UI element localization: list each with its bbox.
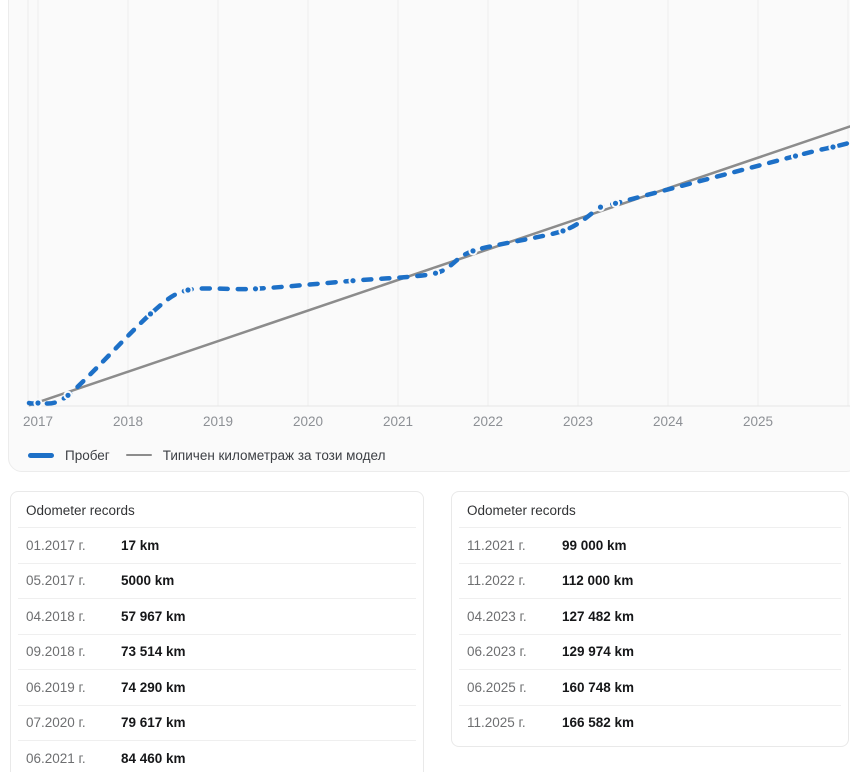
- record-date: 06.2021 г.: [26, 750, 86, 766]
- records-list: 01.2017 г. 17 km 05.2017 г. 5000 km 04.2018 …: [18, 527, 416, 772]
- x-tick-label: 2017: [22, 414, 54, 429]
- record-value: 84 460 km: [121, 750, 186, 766]
- x-tick-label: 2020: [292, 414, 324, 429]
- odometer-record-row: 01.2017 г. 17 km: [18, 527, 416, 563]
- record-date: 06.2023 г.: [467, 644, 527, 660]
- record-date: 11.2025 г.: [467, 715, 526, 731]
- record-value: 57 967 km: [121, 608, 186, 624]
- data-point-marker[interactable]: [595, 202, 606, 212]
- legend-item[interactable]: Типичен километраж за този модел: [125, 447, 386, 463]
- x-tick-label: 2025: [742, 414, 774, 429]
- data-point-marker[interactable]: [468, 246, 478, 256]
- data-point-marker[interactable]: [828, 142, 838, 152]
- record-value: 5000 km: [121, 573, 175, 589]
- record-date: 07.2020 г.: [26, 715, 86, 731]
- record-value: 127 482 km: [562, 608, 635, 624]
- record-date: 01.2017 г.: [26, 537, 86, 553]
- record-value: 74 290 km: [121, 679, 186, 695]
- record-value: 160 748 km: [562, 679, 635, 695]
- odometer-record-row: 07.2020 г. 79 617 km: [18, 704, 416, 741]
- record-date: 06.2025 г.: [467, 679, 527, 695]
- record-value: 112 000 km: [562, 573, 634, 589]
- legend-label: Пробег: [65, 447, 110, 463]
- legend-label: Типичен километраж за този модел: [162, 447, 386, 463]
- data-point-marker[interactable]: [63, 390, 73, 400]
- records-list: 11.2021 г. 99 000 km 11.2022 г. 112 000 km 0…: [459, 527, 841, 740]
- data-point-marker[interactable]: [33, 398, 43, 408]
- record-date: 04.2018 г.: [26, 608, 86, 624]
- odometer-record-row: 04.2018 г. 57 967 km: [18, 598, 416, 634]
- odometer-record-row: 06.2019 г. 74 290 km: [18, 669, 416, 705]
- mileage-line-swatch-icon: [28, 452, 54, 458]
- record-value: 17 km: [121, 537, 160, 553]
- data-point-marker[interactable]: [610, 198, 621, 208]
- data-point-marker[interactable]: [558, 226, 568, 236]
- record-date: 11.2021 г.: [467, 537, 526, 553]
- x-tick-label: 2019: [202, 414, 234, 429]
- record-value: 166 582 km: [562, 715, 635, 731]
- typical-mileage-line: [28, 125, 850, 407]
- record-value: 129 974 km: [562, 644, 635, 660]
- data-point-marker[interactable]: [183, 285, 193, 295]
- odometer-records-card-1: Odometer records 01.2017 г. 17 km 05.2017 …: [10, 491, 424, 772]
- x-tick-label: 2024: [652, 414, 684, 429]
- odometer-record-row: 11.2025 г. 166 582 km: [459, 704, 841, 741]
- record-value: 79 617 km: [121, 715, 186, 731]
- data-point-marker[interactable]: [250, 284, 261, 294]
- record-value: 73 514 km: [121, 644, 186, 660]
- data-point-marker[interactable]: [430, 268, 441, 278]
- card-title: Odometer records: [467, 503, 576, 518]
- mileage-line-chart[interactable]: [0, 0, 850, 472]
- record-date: 09.2018 г.: [26, 644, 86, 660]
- odometer-record-row: 05.2017 г. 5000 km: [18, 562, 416, 599]
- x-axis: 2017 2018 2019 2020 2021 2022 2023 2024 2025: [0, 414, 850, 432]
- odometer-record-row: 09.2018 г. 73 514 km: [18, 633, 416, 670]
- odometer-records-card-2: Odometer records 11.2021 г. 99 000 km 11.2…: [451, 491, 849, 747]
- mileage-chart-card: [8, 0, 850, 472]
- legend-item[interactable]: Пробег: [28, 448, 110, 463]
- odometer-record-row: 06.2023 г. 129 974 km: [459, 633, 841, 670]
- odometer-record-row: 06.2021 г. 84 460 km: [18, 740, 416, 772]
- x-tick-label: 2023: [562, 414, 594, 429]
- data-point-marker[interactable]: [145, 309, 156, 319]
- odometer-record-row: 06.2025 г. 160 748 km: [459, 669, 841, 705]
- data-point-marker[interactable]: [790, 151, 801, 161]
- x-tick-label: 2018: [112, 414, 144, 429]
- x-tick-label: 2022: [472, 414, 504, 429]
- odometer-record-row: 04.2023 г. 127 482 km: [459, 598, 841, 634]
- record-date: 11.2022 г.: [467, 573, 526, 589]
- card-title: Odometer records: [26, 503, 135, 518]
- odometer-record-row: 11.2021 г. 99 000 km: [459, 527, 841, 563]
- chart-legend: Пробег Типичен километраж за този модел: [28, 445, 385, 465]
- record-value: 99 000 km: [562, 537, 627, 553]
- data-point-marker[interactable]: [348, 276, 358, 286]
- odometer-record-row: 11.2022 г. 112 000 km: [459, 562, 841, 599]
- record-date: 04.2023 г.: [467, 608, 527, 624]
- record-date: 06.2019 г.: [26, 679, 86, 695]
- x-tick-label: 2021: [382, 414, 414, 429]
- typical-line-swatch-icon: [125, 453, 152, 457]
- record-date: 05.2017 г.: [26, 573, 86, 589]
